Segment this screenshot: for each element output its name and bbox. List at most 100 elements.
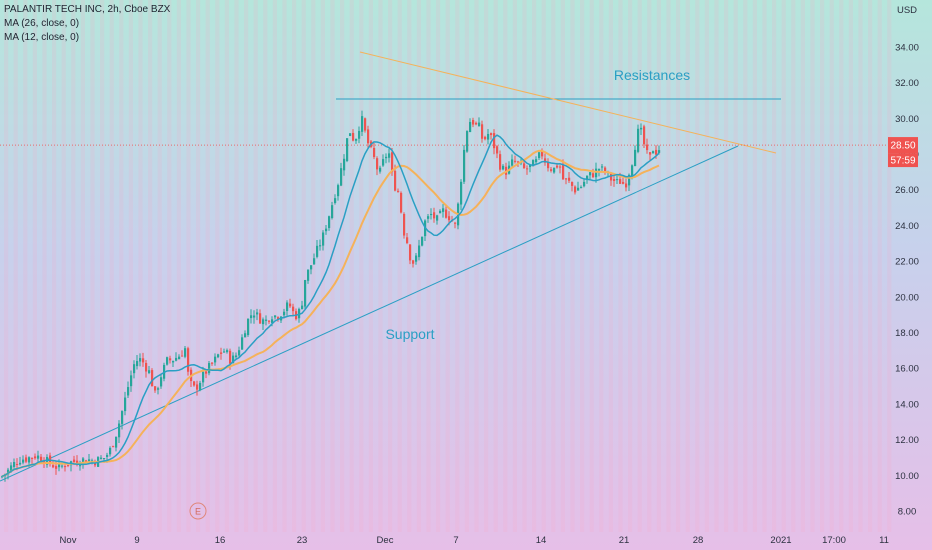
candle-body: [349, 133, 352, 136]
y-tick-label: 16.00: [895, 364, 919, 375]
candle-body: [115, 436, 118, 448]
candle-body: [121, 411, 124, 424]
session-stripe: [599, 0, 604, 532]
candle-body: [583, 181, 586, 187]
session-stripe: [762, 0, 767, 532]
candle-body: [343, 158, 346, 171]
y-tick-label: 18.00: [895, 328, 919, 339]
session-stripe: [253, 0, 258, 532]
session-stripe: [820, 0, 825, 532]
candle-body: [538, 152, 541, 159]
candle-body: [577, 187, 580, 191]
x-tick-label: 11: [879, 535, 889, 546]
candle-body: [259, 313, 262, 324]
candle-body: [337, 185, 340, 197]
session-stripe: [224, 0, 229, 532]
session-stripe: [330, 0, 335, 532]
candle-body: [286, 302, 289, 311]
candle-body: [172, 360, 175, 363]
session-stripe: [608, 0, 613, 532]
candle-body: [262, 319, 265, 325]
candle-body: [187, 348, 190, 372]
candle-body: [604, 167, 607, 173]
session-stripe: [493, 0, 498, 532]
candle-body: [640, 127, 643, 130]
candle-body: [325, 228, 328, 232]
candle-body: [304, 279, 307, 307]
candle-body: [124, 397, 127, 412]
candle-body: [37, 455, 40, 459]
candle-body: [454, 222, 457, 224]
candle-body: [235, 355, 238, 358]
symbol-title[interactable]: PALANTIR TECH INC, 2h, Cboe BZX: [4, 4, 171, 15]
candle-body: [628, 174, 631, 186]
x-tick-label: 7: [453, 535, 458, 546]
candle-body: [25, 457, 28, 462]
candle-body: [202, 371, 205, 383]
candle-body: [562, 165, 565, 180]
candle-body: [1, 476, 4, 478]
session-stripe: [234, 0, 239, 532]
x-tick-label: 16: [215, 535, 226, 546]
session-stripe: [455, 0, 460, 532]
candle-body: [439, 210, 442, 214]
session-stripe: [570, 0, 575, 532]
ma12-legend[interactable]: MA (12, close, 0): [4, 32, 80, 43]
candle-body: [289, 303, 292, 307]
session-stripe: [263, 0, 268, 532]
x-tick-label: 23: [297, 535, 308, 546]
candle-body: [544, 158, 547, 163]
candle-body: [277, 317, 280, 320]
candle-body: [496, 146, 499, 154]
session-stripe: [445, 0, 450, 532]
candle-body: [649, 152, 652, 155]
candle-body: [226, 350, 229, 353]
current-price-tag: [888, 137, 918, 154]
session-stripe: [215, 0, 220, 532]
candle-body: [232, 355, 235, 364]
candle-body: [514, 160, 517, 162]
candle-body: [382, 159, 385, 166]
candle-body: [178, 356, 181, 360]
session-stripe: [301, 0, 306, 532]
candle-body: [487, 133, 490, 140]
session-stripe: [464, 0, 469, 532]
y-tick-label: 8.00: [898, 507, 917, 518]
candle-body: [634, 149, 637, 167]
candle-body: [133, 364, 136, 374]
x-tick-label: 9: [134, 535, 139, 546]
session-stripe: [512, 0, 517, 532]
session-stripe: [666, 0, 671, 532]
candle-body: [619, 179, 622, 184]
session-stripe: [138, 0, 143, 532]
candle-body: [301, 305, 304, 310]
candle-body: [436, 215, 439, 221]
ma26-legend[interactable]: MA (26, close, 0): [4, 18, 80, 29]
x-tick-label: Dec: [377, 535, 394, 546]
candle-body: [265, 319, 268, 321]
session-stripe: [378, 0, 383, 532]
candle-body: [565, 178, 568, 180]
candle-body: [478, 122, 481, 127]
candle-body: [553, 167, 556, 173]
candle-body: [556, 165, 559, 168]
session-stripes: [4, 0, 892, 532]
session-stripe: [743, 0, 748, 532]
candle-body: [34, 456, 37, 459]
ma26-line: [1, 149, 660, 478]
candle-body: [646, 144, 649, 151]
candle-body: [127, 387, 130, 396]
session-stripe: [800, 0, 805, 532]
countdown-label: 57:59: [890, 156, 915, 167]
candle-body: [475, 122, 478, 125]
session-stripe: [781, 0, 786, 532]
candle-body: [274, 315, 277, 318]
session-stripe: [541, 0, 546, 532]
candle-body: [211, 362, 214, 364]
x-tick-label: 14: [536, 535, 547, 546]
candle-body: [529, 164, 532, 168]
candle-body: [601, 166, 604, 168]
candle-body: [394, 170, 397, 191]
